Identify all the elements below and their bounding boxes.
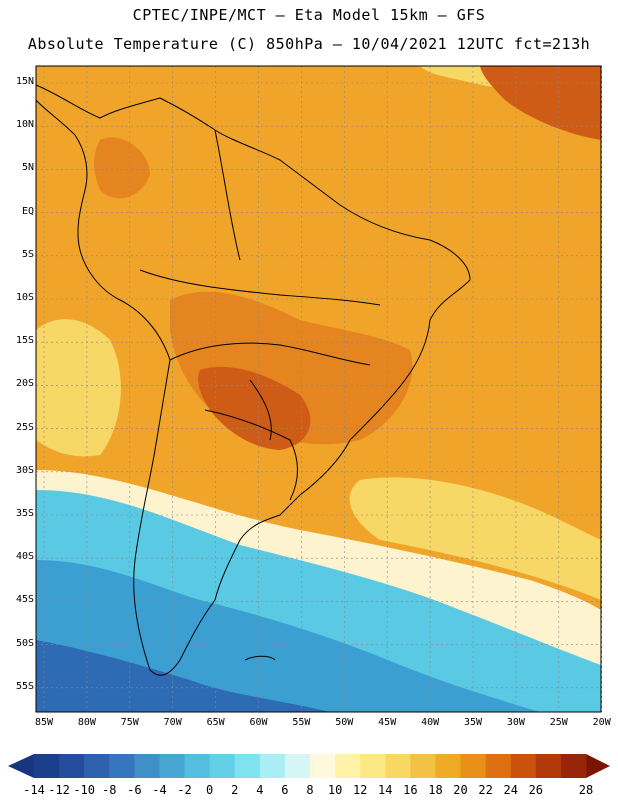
colorbar-swatch — [109, 754, 135, 778]
colorbar-swatch — [510, 754, 537, 778]
border-line-3 — [139, 269, 381, 306]
colorbar-swatch — [209, 754, 236, 778]
colorbar-swatch — [335, 754, 361, 778]
grid-lines — [36, 66, 603, 712]
latitude-label: 20S — [15, 378, 34, 390]
temperature-field — [36, 66, 601, 712]
border-line-1 — [169, 342, 371, 366]
colorbar-label: 0 — [206, 783, 214, 797]
latitude-label: 5S — [21, 248, 34, 260]
longitude-label: 35W — [463, 717, 483, 728]
colorbar-swatch — [485, 754, 512, 778]
colorbar-swatch — [435, 754, 462, 778]
colorbar-label: 12 — [352, 783, 368, 797]
border-line-5 — [204, 409, 298, 501]
colorbar-swatch — [460, 754, 487, 778]
colorbar-swatch — [310, 754, 336, 778]
longitude-label: 25W — [549, 717, 568, 728]
longitude-label: 45W — [378, 717, 397, 728]
longitude-label: 80W — [77, 717, 96, 728]
colorbar-label: 16 — [403, 783, 418, 797]
latitude-label: 30S — [15, 464, 34, 476]
longitude-label: 85W — [34, 717, 54, 728]
latitude-label: 15N — [15, 76, 34, 87]
colorbar-label: 20 — [453, 783, 468, 797]
colorbar-label: 14 — [378, 783, 393, 797]
colorbar — [8, 754, 610, 778]
longitude-label: 75W — [120, 717, 139, 728]
colorbar-label: 10 — [327, 783, 343, 797]
border-line-2 — [214, 129, 241, 261]
colorbar-swatch — [410, 754, 436, 778]
latitude-label: 10S — [15, 292, 34, 303]
colorbar-swatch — [259, 754, 286, 778]
coastlines — [35, 84, 471, 676]
field-mild-west — [36, 319, 121, 457]
longitude-label: 60W — [249, 717, 268, 728]
colorbar-under-arrow — [8, 754, 34, 778]
colorbar-swatch — [59, 754, 85, 778]
colorbar-label: -8 — [102, 783, 117, 797]
plot-frame — [35, 65, 602, 713]
field-mild-south-atlantic — [349, 477, 601, 600]
latitude-label: 50S — [15, 637, 34, 649]
longitude-label: 55W — [292, 717, 311, 728]
colorbar-label: 18 — [428, 783, 443, 797]
longitude-label: 70W — [163, 717, 182, 728]
colorbar-swatch — [134, 754, 160, 778]
colorbar-label: -14 — [23, 783, 45, 797]
longitude-label: 65W — [206, 717, 225, 728]
colorbar-label: 24 — [503, 783, 518, 797]
colorbar-label: 2 — [231, 783, 239, 797]
colorbar-over-arrow — [586, 754, 610, 778]
colorbar-swatch — [360, 754, 386, 778]
field-coldest-band — [36, 640, 330, 712]
field-hottest-chaco — [198, 366, 311, 450]
latitude-label: 35S — [15, 508, 34, 519]
malvinas-islands — [244, 655, 276, 661]
longitude-label: 40W — [421, 717, 440, 728]
field-hot-andes-north — [94, 137, 150, 199]
latitude-label: 55S — [15, 680, 34, 692]
longitude-label: 50W — [335, 717, 354, 728]
longitude-label: 30W — [506, 717, 525, 728]
map-title-line1: CPTEC/INPE/MCT – Eta Model 15km – GFS — [132, 6, 486, 24]
colorbar-swatch — [385, 754, 411, 778]
longitude-label: 20W — [592, 717, 611, 728]
colorbar-label: -12 — [48, 783, 70, 797]
map-title-line2: Absolute Temperature (C) 850hPa – 10/04/… — [27, 35, 591, 53]
colorbar-swatch — [560, 754, 587, 778]
latitude-label: 15S — [15, 335, 34, 347]
colorbar-label: 8 — [306, 783, 314, 797]
south-america-coastline — [35, 84, 471, 676]
colorbar-swatch — [34, 754, 60, 778]
colorbar-swatch — [535, 754, 562, 778]
colorbar-swatch — [159, 754, 186, 778]
colorbar-swatch — [84, 754, 110, 778]
colorbar-label: 28 — [578, 783, 594, 797]
latitude-label: 10N — [15, 119, 34, 131]
colorbar-label: -2 — [177, 783, 192, 797]
colorbar-label: -4 — [152, 783, 167, 797]
colorbar-label: 22 — [478, 783, 493, 797]
latitude-label: 5N — [21, 162, 34, 174]
colorbar-label: 26 — [528, 783, 544, 797]
colorbar-label: -6 — [127, 783, 142, 797]
latitude-label: 25S — [15, 421, 34, 433]
latitude-label: 40S — [15, 551, 34, 563]
colorbar-swatch — [234, 754, 261, 778]
border-line-4 — [249, 379, 272, 441]
colorbar-swatch — [284, 754, 311, 778]
colorbar-label: 4 — [256, 783, 264, 797]
latitude-label: EQ — [21, 205, 34, 217]
colorbar-swatch — [184, 754, 211, 778]
colorbar-label: 6 — [281, 783, 289, 797]
latitude-label: 45S — [15, 594, 34, 606]
field-hot-caribbean — [480, 66, 601, 140]
colorbar-label: -10 — [73, 783, 96, 797]
